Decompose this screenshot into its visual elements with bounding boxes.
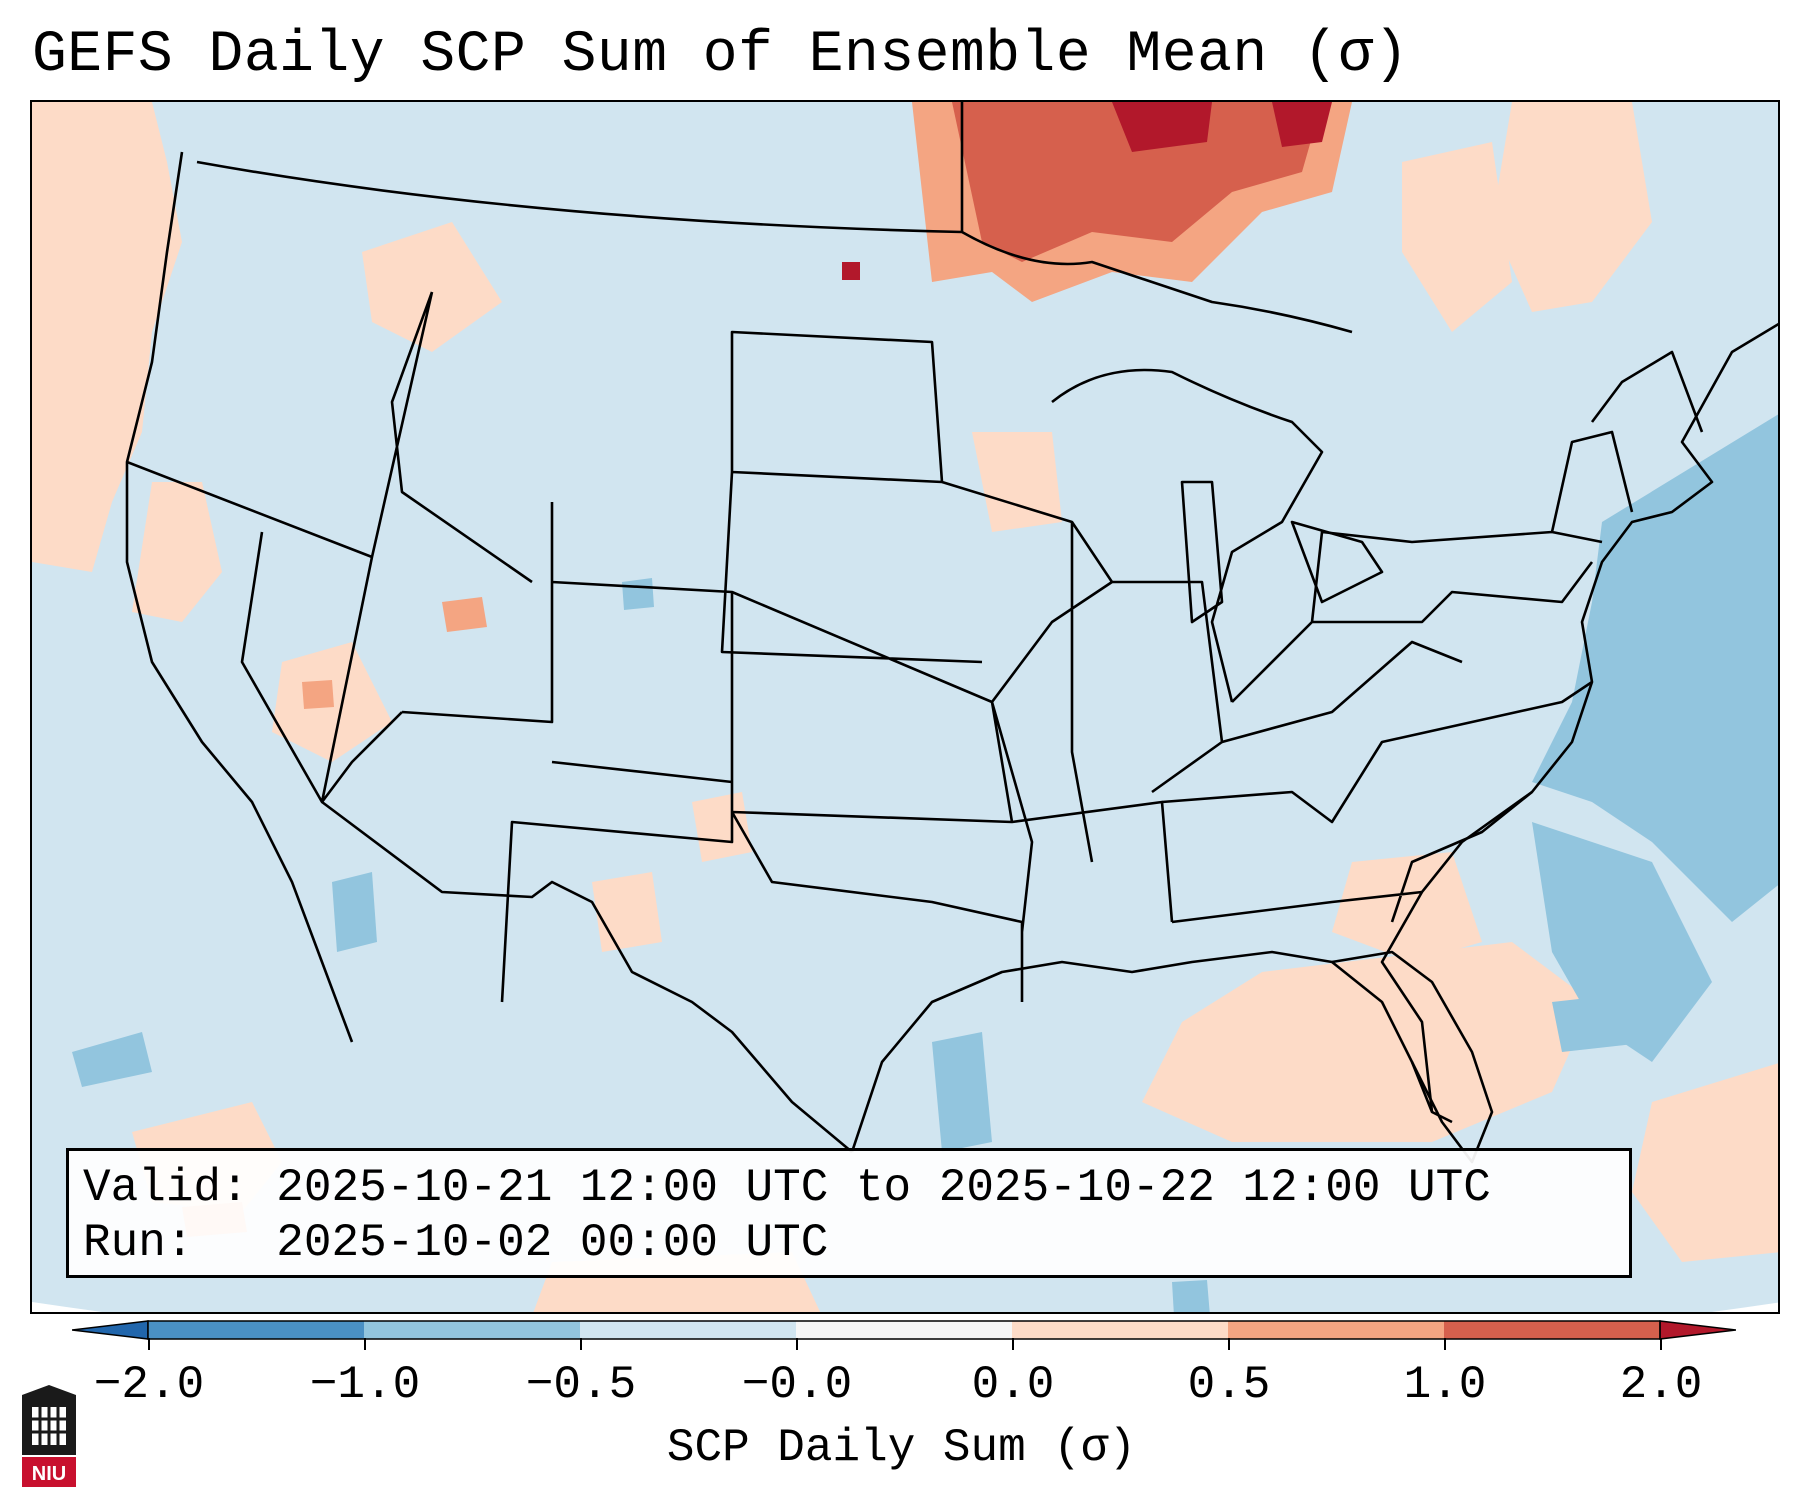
colorbar-bar [72, 1320, 1736, 1340]
colorbar-tick [1228, 1338, 1230, 1350]
colorbar-tick-label: 0.0 [971, 1359, 1055, 1411]
state-lines-west [126, 291, 734, 1003]
colorbar-segment [580, 1321, 796, 1339]
scp-high-positive-region [952, 102, 1322, 262]
colorbar-tick-label: −0.5 [525, 1359, 637, 1411]
atlantic-coast [1380, 322, 1778, 1113]
map-canvas [32, 102, 1778, 1312]
colorbar-tick-label: −0.0 [741, 1359, 853, 1411]
colorbar-tick [148, 1338, 150, 1350]
us-canada-border [196, 102, 1353, 334]
colorbar-max-extend [1659, 1320, 1736, 1340]
colorbar-segment [364, 1321, 580, 1339]
valid-value: 2025-10-21 12:00 UTC to 2025-10-22 12:00… [276, 1162, 1491, 1214]
colorbar-segment [1444, 1321, 1660, 1339]
valid-label: Valid: [83, 1162, 249, 1214]
colorbar-tick-label: −1.0 [309, 1359, 421, 1411]
florida [1331, 950, 1494, 1164]
colorbar-segment [148, 1321, 364, 1339]
colorbar-tick [580, 1338, 582, 1350]
colorbar-tick [1660, 1338, 1662, 1350]
colorbar-tick-label: 0.5 [1187, 1359, 1271, 1411]
colorbar-tick-label: 1.0 [1403, 1359, 1487, 1411]
run-value: 2025-10-02 00:00 UTC [276, 1217, 829, 1269]
map-boundaries [125, 102, 1778, 1164]
colorbar-label: SCP Daily Sum (σ) [666, 1422, 1137, 1474]
colorbar-min-extend [72, 1320, 149, 1340]
run-time-row: Run: 2025-10-02 00:00 UTC [83, 1216, 1615, 1271]
map-panel[interactable] [30, 100, 1780, 1314]
colorbar-segment [1228, 1321, 1444, 1339]
colorbar-tick-label: 2.0 [1619, 1359, 1703, 1411]
great-lakes [1051, 368, 1384, 703]
colorbar-tick-label: −2.0 [93, 1359, 205, 1411]
valid-time-row: Valid: 2025-10-21 12:00 UTC to 2025-10-2… [83, 1161, 1615, 1216]
university-seal-icon: NIU [22, 1385, 76, 1487]
colorbar-segment [796, 1321, 1012, 1339]
valid-time-box: Valid: 2025-10-21 12:00 UTC to 2025-10-2… [66, 1148, 1632, 1278]
pacific-coast [125, 151, 354, 1043]
colorbar-tick [364, 1338, 366, 1350]
colorbar-segment [1012, 1321, 1228, 1339]
scp-mid-negative-region [72, 414, 1778, 1312]
scp-very-high-positive-region [842, 102, 1332, 280]
map-title: GEFS Daily SCP Sum of Ensemble Mean (σ) [32, 23, 1409, 88]
colorbar-tick [1012, 1338, 1014, 1350]
state-lines-east [1161, 350, 1704, 924]
run-label: Run: [83, 1217, 194, 1269]
colorbar-tick [1444, 1338, 1446, 1350]
us-mexico-border [321, 800, 853, 1153]
colorbar-tick [796, 1338, 798, 1350]
logo-text: NIU [32, 1463, 66, 1485]
